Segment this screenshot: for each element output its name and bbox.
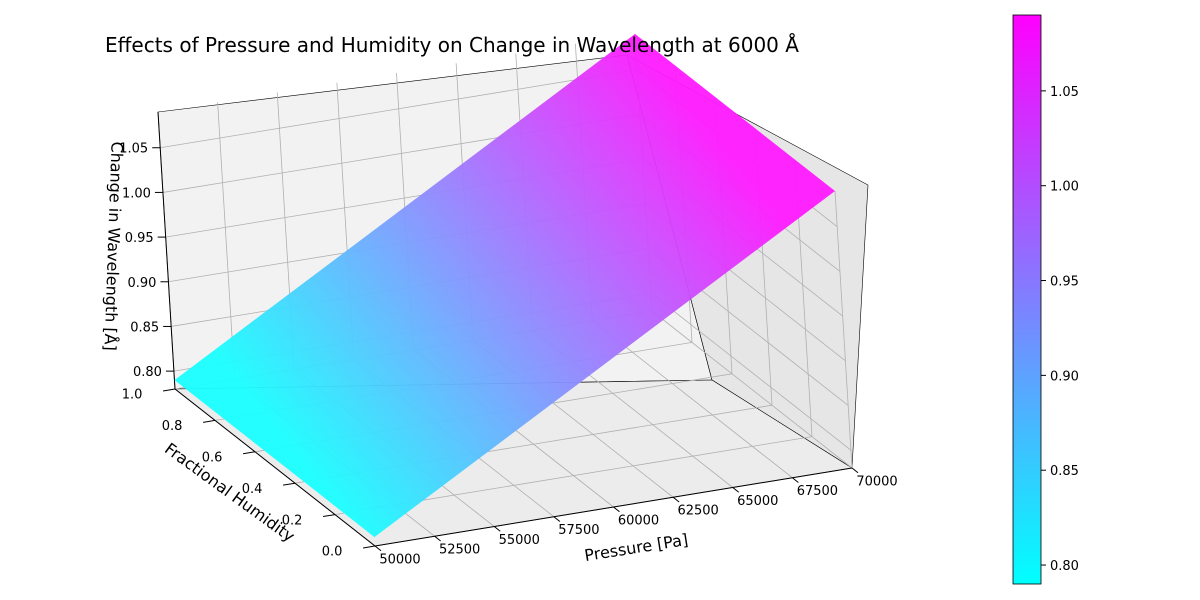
x-tick-mark [434,535,441,542]
x-tick-label: 65000 [737,494,778,509]
colorbar-tick-label: 1.00 [1050,180,1079,195]
x-tick-mark [851,467,859,474]
colorbar-tick-label: 0.85 [1050,464,1079,479]
x-tick-mark [613,506,620,513]
y-tick-mark [162,388,176,392]
colorbar-ticks: 0.80 0.85 0.90 0.95 1.00 1.05 [1041,85,1079,574]
y-tick-mark [202,419,216,423]
y-tick-label: 0.2 [282,513,303,528]
y-tick-mark [362,545,376,549]
grid-line [217,102,236,380]
z-axis-label: Change in Wavelength [Å] [100,141,126,351]
pressure-axis-ticks: 50000 52500 55000 57500 60000 62500 65000 67500… [374,467,898,567]
z-tick-label: 0.90 [127,276,156,291]
z-tick-label: 0.80 [133,365,162,380]
x-tick-label: 67500 [797,484,838,499]
data-surface [174,34,836,538]
colorbar-tick-label: 1.05 [1050,85,1079,100]
grid-line [160,69,638,149]
y-tick-mark [242,451,256,455]
z-tick-label: 1.00 [122,186,151,201]
colorbar-tick-label: 0.95 [1050,275,1079,290]
x-tick-mark [493,526,501,532]
colorbar-tick-label: 0.80 [1050,559,1079,574]
y-axis-line [174,388,376,547]
x-tick-label: 52500 [439,543,480,558]
x-tick-label: 57500 [558,523,599,538]
z-tick-label: 0.95 [125,231,154,246]
y-tick-label: 0.8 [162,419,183,434]
z-axis-line [157,111,176,390]
z-tick-label: 0.85 [130,320,159,335]
grid-line [650,292,852,451]
y-tick-label: 0.4 [242,482,263,497]
y-tick-mark [282,482,296,486]
grid-line [834,190,853,469]
colorbar-tick-label: 0.90 [1050,369,1079,384]
y-tick-label: 0.0 [322,545,343,560]
x-tick-label: 60000 [618,513,659,528]
grid-line [651,310,853,469]
y-tick-mark [322,514,336,518]
humidity-axis-ticks: 0.0 0.2 0.4 0.6 0.8 1.0 [122,388,376,560]
x-tick-mark [374,545,382,552]
chart-title: Effects of Pressure and Humidity on Chan… [105,33,799,57]
x-tick-mark [553,516,561,522]
wavelength-axis-ticks: 0.80 0.85 0.90 0.95 1.00 1.05 [119,142,174,380]
z-tick-label: 1.05 [119,142,148,157]
colorbar [1012,14,1042,585]
x-tick-label: 62500 [677,504,718,519]
y-tick-label: 0.6 [202,450,223,465]
x-tick-mark [792,477,799,483]
x-tick-label: 50000 [379,552,420,567]
x-tick-label: 55000 [499,533,540,548]
x-tick-label: 70000 [856,474,897,489]
x-tick-mark [732,487,740,493]
y-tick-label: 1.0 [122,388,143,403]
x-tick-mark [672,496,680,503]
